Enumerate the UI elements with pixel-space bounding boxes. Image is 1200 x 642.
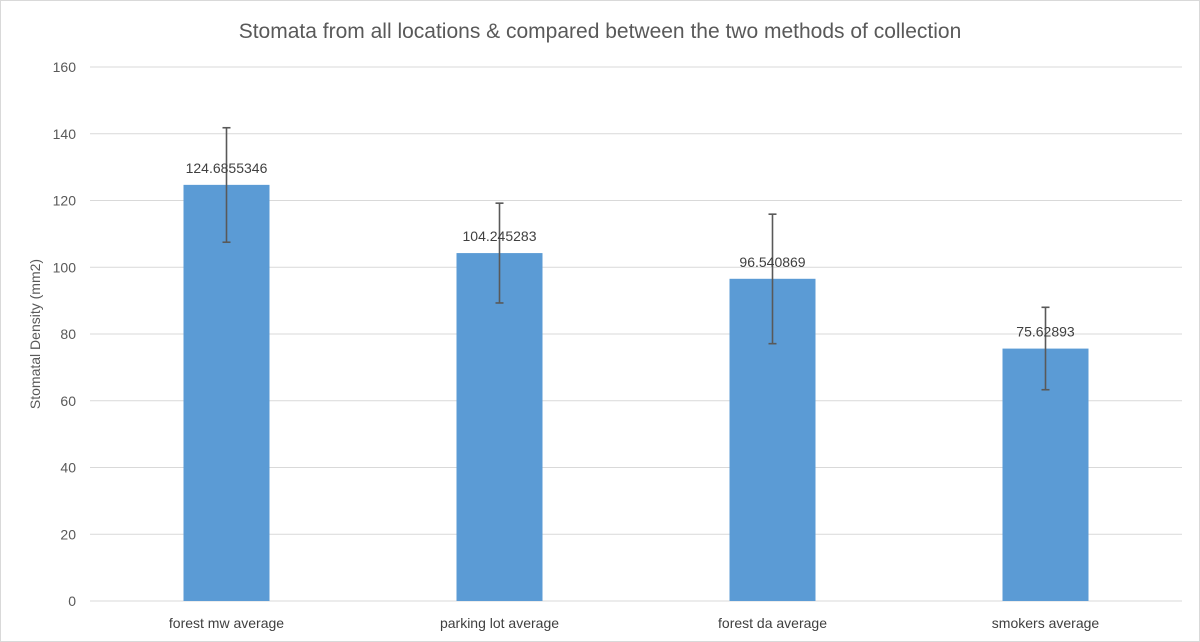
y-tick-label: 80 — [60, 326, 76, 342]
x-category-label: smokers average — [992, 615, 1100, 631]
error-bar — [495, 202, 504, 304]
data-labels: 124.6855346 104.245283 96.540869 75.62893 — [186, 160, 1075, 340]
y-axis-ticks: 0 20 40 60 80 100 120 140 160 — [53, 59, 77, 609]
data-label: 124.6855346 — [186, 160, 268, 176]
error-bar — [222, 126, 231, 244]
error-bar — [1041, 306, 1050, 391]
data-label: 96.540869 — [739, 254, 805, 270]
error-bar — [768, 213, 777, 345]
y-tick-label: 40 — [60, 460, 76, 476]
data-label: 75.62893 — [1016, 324, 1075, 340]
bar — [456, 253, 543, 602]
x-category-label: parking lot average — [440, 615, 559, 631]
y-axis-title: Stomatal Density (mm2) — [27, 259, 43, 409]
error-bars — [222, 126, 1050, 391]
gridlines — [90, 66, 1182, 602]
x-axis-categories: forest mw average parking lot average fore… — [169, 615, 1099, 631]
y-tick-label: 120 — [53, 193, 77, 209]
y-tick-label: 60 — [60, 393, 76, 409]
y-tick-label: 0 — [68, 593, 76, 609]
x-category-label: forest mw average — [169, 615, 284, 631]
y-tick-label: 20 — [60, 526, 76, 542]
chart-title: Stomata from all locations & compared be… — [239, 20, 962, 43]
bars — [183, 184, 1089, 602]
y-tick-label: 100 — [53, 259, 77, 275]
bar — [183, 184, 270, 601]
y-tick-label: 140 — [53, 126, 77, 142]
data-label: 104.245283 — [463, 228, 537, 244]
x-category-label: forest da average — [718, 615, 827, 631]
bar — [1002, 348, 1089, 601]
y-tick-label: 160 — [53, 59, 77, 75]
